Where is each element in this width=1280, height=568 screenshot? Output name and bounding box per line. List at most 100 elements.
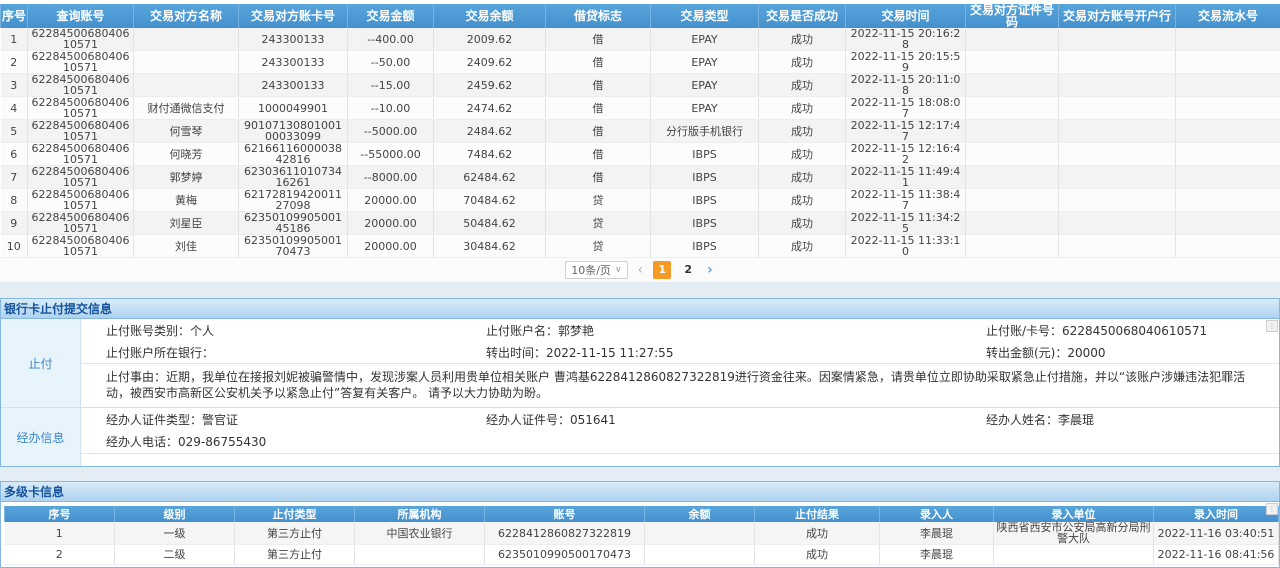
table-cell: 成功 xyxy=(759,212,846,235)
table-cell: 第三方止付 xyxy=(235,522,355,545)
table-cell: 6228450068040610571 xyxy=(28,28,134,51)
stop-payment-content: 止付账号类别：个人 止付账户名：郭梦艳 止付账/卡号：6228450068040… xyxy=(81,319,1279,407)
table-cell xyxy=(1176,212,1280,235)
pagination: 10条/页 ∨ ‹ 1 2 › xyxy=(0,258,1280,282)
column-header: 账号 xyxy=(485,506,645,522)
multi-card-section-title: 多级卡信息 xyxy=(1,482,1279,502)
table-cell: 2009.62 xyxy=(434,28,546,51)
table-cell xyxy=(966,189,1059,212)
table-cell: --5000.00 xyxy=(348,120,434,143)
table-cell: 成功 xyxy=(759,235,846,258)
table-cell: 9010713080100100033099 xyxy=(239,120,348,143)
table-cell: 6228450068040610571 xyxy=(28,212,134,235)
table-cell: 成功 xyxy=(755,545,880,565)
table-cell: 2474.62 xyxy=(434,97,546,120)
chevron-down-icon: ∨ xyxy=(615,266,622,274)
stop-account-name-field: 止付账户名：郭梦艳 xyxy=(486,322,986,339)
scrollbar[interactable]: ⋮ xyxy=(1266,320,1278,332)
table-cell xyxy=(1176,97,1280,120)
table-cell: 成功 xyxy=(759,143,846,166)
column-header: 交易对方账卡号 xyxy=(239,4,348,28)
table-cell: 6235010990500170473 xyxy=(239,235,348,258)
table-cell: 借 xyxy=(546,143,651,166)
table-cell xyxy=(966,166,1059,189)
table-cell: 6216611600003842816 xyxy=(239,143,348,166)
handler-field-row: 经办人证件类型：警官证 经办人证件号：051641 经办人姓名：李晨琨 xyxy=(81,408,1279,430)
column-header: 录入单位 xyxy=(994,506,1154,522)
table-cell xyxy=(966,28,1059,51)
page-size-value: 10条/页 xyxy=(571,262,611,278)
table-cell xyxy=(1059,143,1176,166)
table-cell xyxy=(994,545,1154,565)
table-cell: 6228450068040610571 xyxy=(28,51,134,74)
table-cell: 成功 xyxy=(759,28,846,51)
table-cell xyxy=(645,545,755,565)
handler-field-row: 经办人电话：029-86755430 xyxy=(81,430,1279,452)
table-cell: 2022-11-15 18:08:07 xyxy=(846,97,966,120)
table-cell: 贷 xyxy=(546,189,651,212)
table-cell: 黄梅 xyxy=(134,189,239,212)
table-cell: 2022-11-15 12:17:47 xyxy=(846,120,966,143)
table-cell: 贷 xyxy=(546,212,651,235)
scrollbar[interactable]: ⋮ xyxy=(1266,503,1278,515)
transfer-time-field: 转出时间：2022-11-15 11:27:55 xyxy=(486,344,986,361)
table-cell xyxy=(1176,51,1280,74)
table-cell: 借 xyxy=(546,28,651,51)
table-cell: 成功 xyxy=(759,166,846,189)
page-size-select[interactable]: 10条/页 ∨ xyxy=(565,261,627,279)
table-cell: 2022-11-16 08:41:56 xyxy=(1154,545,1279,565)
table-cell: 借 xyxy=(546,97,651,120)
table-cell: 20000.00 xyxy=(348,212,434,235)
table-cell: EPAY xyxy=(651,28,759,51)
table-cell xyxy=(1176,166,1280,189)
page-button-2[interactable]: 2 xyxy=(679,261,697,279)
page-button-1[interactable]: 1 xyxy=(653,261,671,279)
prev-page-button[interactable]: ‹ xyxy=(636,262,646,278)
table-cell xyxy=(966,74,1059,97)
table-cell: 243300133 xyxy=(239,74,348,97)
section-gap xyxy=(0,467,1280,481)
table-cell: 中国农业银行 xyxy=(355,522,485,545)
handler-info-content: 经办人证件类型：警官证 经办人证件号：051641 经办人姓名：李晨琨 经办人电… xyxy=(81,407,1279,466)
table-cell: 2 xyxy=(5,545,115,565)
table-cell: 50484.62 xyxy=(434,212,546,235)
column-header: 交易是否成功 xyxy=(759,4,846,28)
table-cell: EPAY xyxy=(651,97,759,120)
table-cell: 2022-11-15 20:15:59 xyxy=(846,51,966,74)
column-header: 交易余额 xyxy=(434,4,546,28)
column-header: 录入人 xyxy=(880,506,994,522)
stop-payment-body: 止付 止付账号类别：个人 止付账户名：郭梦艳 止付账/卡号：6228450068… xyxy=(1,319,1279,466)
handler-id-type-field: 经办人证件类型：警官证 xyxy=(106,411,486,428)
table-cell: 何晓芳 xyxy=(134,143,239,166)
table-cell: 借 xyxy=(546,120,651,143)
multi-card-header-row: 序号级别止付类型所属机构账号余额止付结果录入人录入单位录入时间 xyxy=(5,506,1279,522)
table-cell xyxy=(1059,166,1176,189)
column-header: 序号 xyxy=(5,506,115,522)
handler-phone-field: 经办人电话：029-86755430 xyxy=(106,433,486,450)
table-cell: 6228450068040610571 xyxy=(28,74,134,97)
table-cell: 6235010990500145186 xyxy=(239,212,348,235)
table-cell: 1 xyxy=(1,28,28,51)
table-cell: 成功 xyxy=(759,97,846,120)
table-cell: 62484.62 xyxy=(434,166,546,189)
table-cell: 陕西省西安市公安局高新分局刑警大队 xyxy=(994,522,1154,545)
table-cell: 2022-11-15 12:16:42 xyxy=(846,143,966,166)
table-cell: 6228412860827322819 xyxy=(485,522,645,545)
table-cell: 李晨琨 xyxy=(880,522,994,545)
table-cell: 分行版手机银行 xyxy=(651,120,759,143)
table-cell: 2022-11-15 20:16:28 xyxy=(846,28,966,51)
table-cell: 6228450068040610571 xyxy=(28,143,134,166)
table-cell: 1 xyxy=(5,522,115,545)
table-cell: 借 xyxy=(546,74,651,97)
next-page-button[interactable]: › xyxy=(705,262,715,278)
